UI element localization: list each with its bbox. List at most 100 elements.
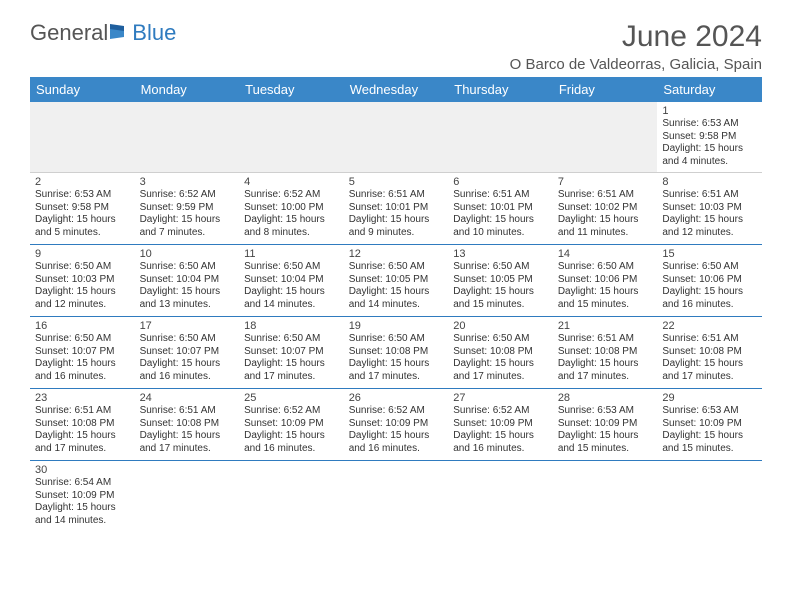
- brand-logo: General Blue: [30, 20, 176, 46]
- calendar-body: 1Sunrise: 6:53 AMSunset: 9:58 PMDaylight…: [30, 102, 762, 533]
- sunset-text: Sunset: 9:58 PM: [662, 131, 757, 144]
- sunset-text: Sunset: 10:03 PM: [35, 274, 130, 287]
- daylight-text: Daylight: 15 hours: [244, 358, 339, 371]
- calendar-cell: 7Sunrise: 6:51 AMSunset: 10:02 PMDayligh…: [553, 173, 658, 245]
- sunrise-text: Sunrise: 6:50 AM: [453, 261, 548, 274]
- daylight-text: Daylight: 15 hours: [558, 430, 653, 443]
- sunrise-text: Sunrise: 6:51 AM: [662, 189, 757, 202]
- calendar-page: General Blue June 2024 O Barco de Valdeo…: [0, 0, 792, 553]
- calendar-cell: 27Sunrise: 6:52 AMSunset: 10:09 PMDaylig…: [448, 389, 553, 461]
- daylight-text: and 16 minutes.: [140, 371, 235, 384]
- calendar-cell: 17Sunrise: 6:50 AMSunset: 10:07 PMDaylig…: [135, 317, 240, 389]
- sunrise-text: Sunrise: 6:52 AM: [244, 189, 339, 202]
- sunset-text: Sunset: 10:07 PM: [244, 346, 339, 359]
- daylight-text: Daylight: 15 hours: [35, 430, 130, 443]
- calendar-cell: 21Sunrise: 6:51 AMSunset: 10:08 PMDaylig…: [553, 317, 658, 389]
- day-number: 4: [244, 176, 339, 188]
- day-number: 6: [453, 176, 548, 188]
- daylight-text: and 10 minutes.: [453, 227, 548, 240]
- sunset-text: Sunset: 10:01 PM: [453, 202, 548, 215]
- calendar-cell: 9Sunrise: 6:50 AMSunset: 10:03 PMDayligh…: [30, 245, 135, 317]
- calendar-cell: 1Sunrise: 6:53 AMSunset: 9:58 PMDaylight…: [657, 102, 762, 173]
- daylight-text: and 9 minutes.: [349, 227, 444, 240]
- day-number: 13: [453, 248, 548, 260]
- daylight-text: Daylight: 15 hours: [558, 286, 653, 299]
- sunset-text: Sunset: 9:59 PM: [140, 202, 235, 215]
- sunrise-text: Sunrise: 6:53 AM: [662, 405, 757, 418]
- day-number: 27: [453, 392, 548, 404]
- sunset-text: Sunset: 10:06 PM: [662, 274, 757, 287]
- calendar-cell: [344, 461, 449, 533]
- daylight-text: Daylight: 15 hours: [140, 214, 235, 227]
- day-number: 12: [349, 248, 444, 260]
- sunrise-text: Sunrise: 6:50 AM: [244, 333, 339, 346]
- sunrise-text: Sunrise: 6:50 AM: [349, 333, 444, 346]
- day-number: 8: [662, 176, 757, 188]
- daylight-text: and 11 minutes.: [558, 227, 653, 240]
- daylight-text: and 15 minutes.: [453, 299, 548, 312]
- daylight-text: and 17 minutes.: [453, 371, 548, 384]
- sunset-text: Sunset: 10:09 PM: [349, 418, 444, 431]
- sunset-text: Sunset: 10:07 PM: [35, 346, 130, 359]
- day-header: Wednesday: [344, 77, 449, 102]
- sunrise-text: Sunrise: 6:50 AM: [453, 333, 548, 346]
- calendar-cell: 15Sunrise: 6:50 AMSunset: 10:06 PMDaylig…: [657, 245, 762, 317]
- calendar-cell: [657, 461, 762, 533]
- calendar-row: 16Sunrise: 6:50 AMSunset: 10:07 PMDaylig…: [30, 317, 762, 389]
- day-number: 3: [140, 176, 235, 188]
- sunset-text: Sunset: 10:09 PM: [453, 418, 548, 431]
- daylight-text: and 16 minutes.: [453, 443, 548, 456]
- day-header-row: Sunday Monday Tuesday Wednesday Thursday…: [30, 77, 762, 102]
- sunset-text: Sunset: 10:02 PM: [558, 202, 653, 215]
- calendar-cell: 10Sunrise: 6:50 AMSunset: 10:04 PMDaylig…: [135, 245, 240, 317]
- calendar-cell: 5Sunrise: 6:51 AMSunset: 10:01 PMDayligh…: [344, 173, 449, 245]
- daylight-text: and 14 minutes.: [35, 515, 130, 528]
- sunset-text: Sunset: 10:09 PM: [662, 418, 757, 431]
- day-number: 22: [662, 320, 757, 332]
- day-header: Friday: [553, 77, 658, 102]
- daylight-text: and 12 minutes.: [662, 227, 757, 240]
- day-number: 30: [35, 464, 130, 476]
- daylight-text: Daylight: 15 hours: [244, 430, 339, 443]
- daylight-text: and 5 minutes.: [35, 227, 130, 240]
- calendar-row: 23Sunrise: 6:51 AMSunset: 10:08 PMDaylig…: [30, 389, 762, 461]
- calendar-cell: 30Sunrise: 6:54 AMSunset: 10:09 PMDaylig…: [30, 461, 135, 533]
- calendar-cell: 8Sunrise: 6:51 AMSunset: 10:03 PMDayligh…: [657, 173, 762, 245]
- sunrise-text: Sunrise: 6:50 AM: [662, 261, 757, 274]
- daylight-text: and 4 minutes.: [662, 156, 757, 169]
- calendar-cell: [448, 102, 553, 173]
- sunset-text: Sunset: 10:04 PM: [140, 274, 235, 287]
- calendar-cell: 28Sunrise: 6:53 AMSunset: 10:09 PMDaylig…: [553, 389, 658, 461]
- daylight-text: and 14 minutes.: [244, 299, 339, 312]
- sunset-text: Sunset: 9:58 PM: [35, 202, 130, 215]
- day-number: 23: [35, 392, 130, 404]
- sunrise-text: Sunrise: 6:52 AM: [453, 405, 548, 418]
- day-number: 24: [140, 392, 235, 404]
- brand-part2: Blue: [132, 20, 176, 46]
- calendar-cell: 22Sunrise: 6:51 AMSunset: 10:08 PMDaylig…: [657, 317, 762, 389]
- day-number: 29: [662, 392, 757, 404]
- sunset-text: Sunset: 10:08 PM: [662, 346, 757, 359]
- daylight-text: and 15 minutes.: [558, 443, 653, 456]
- day-number: 11: [244, 248, 339, 260]
- flag-icon: [110, 20, 130, 46]
- calendar-cell: 3Sunrise: 6:52 AMSunset: 9:59 PMDaylight…: [135, 173, 240, 245]
- calendar-cell: 18Sunrise: 6:50 AMSunset: 10:07 PMDaylig…: [239, 317, 344, 389]
- day-number: 26: [349, 392, 444, 404]
- daylight-text: Daylight: 15 hours: [244, 286, 339, 299]
- sunrise-text: Sunrise: 6:50 AM: [35, 261, 130, 274]
- daylight-text: and 17 minutes.: [558, 371, 653, 384]
- daylight-text: and 17 minutes.: [244, 371, 339, 384]
- month-title: June 2024: [510, 20, 762, 54]
- day-header: Saturday: [657, 77, 762, 102]
- sunset-text: Sunset: 10:00 PM: [244, 202, 339, 215]
- sunset-text: Sunset: 10:08 PM: [453, 346, 548, 359]
- day-number: 18: [244, 320, 339, 332]
- calendar-cell: [553, 461, 658, 533]
- sunrise-text: Sunrise: 6:53 AM: [558, 405, 653, 418]
- calendar-cell: 25Sunrise: 6:52 AMSunset: 10:09 PMDaylig…: [239, 389, 344, 461]
- day-number: 16: [35, 320, 130, 332]
- day-number: 5: [349, 176, 444, 188]
- daylight-text: Daylight: 15 hours: [140, 286, 235, 299]
- sunset-text: Sunset: 10:07 PM: [140, 346, 235, 359]
